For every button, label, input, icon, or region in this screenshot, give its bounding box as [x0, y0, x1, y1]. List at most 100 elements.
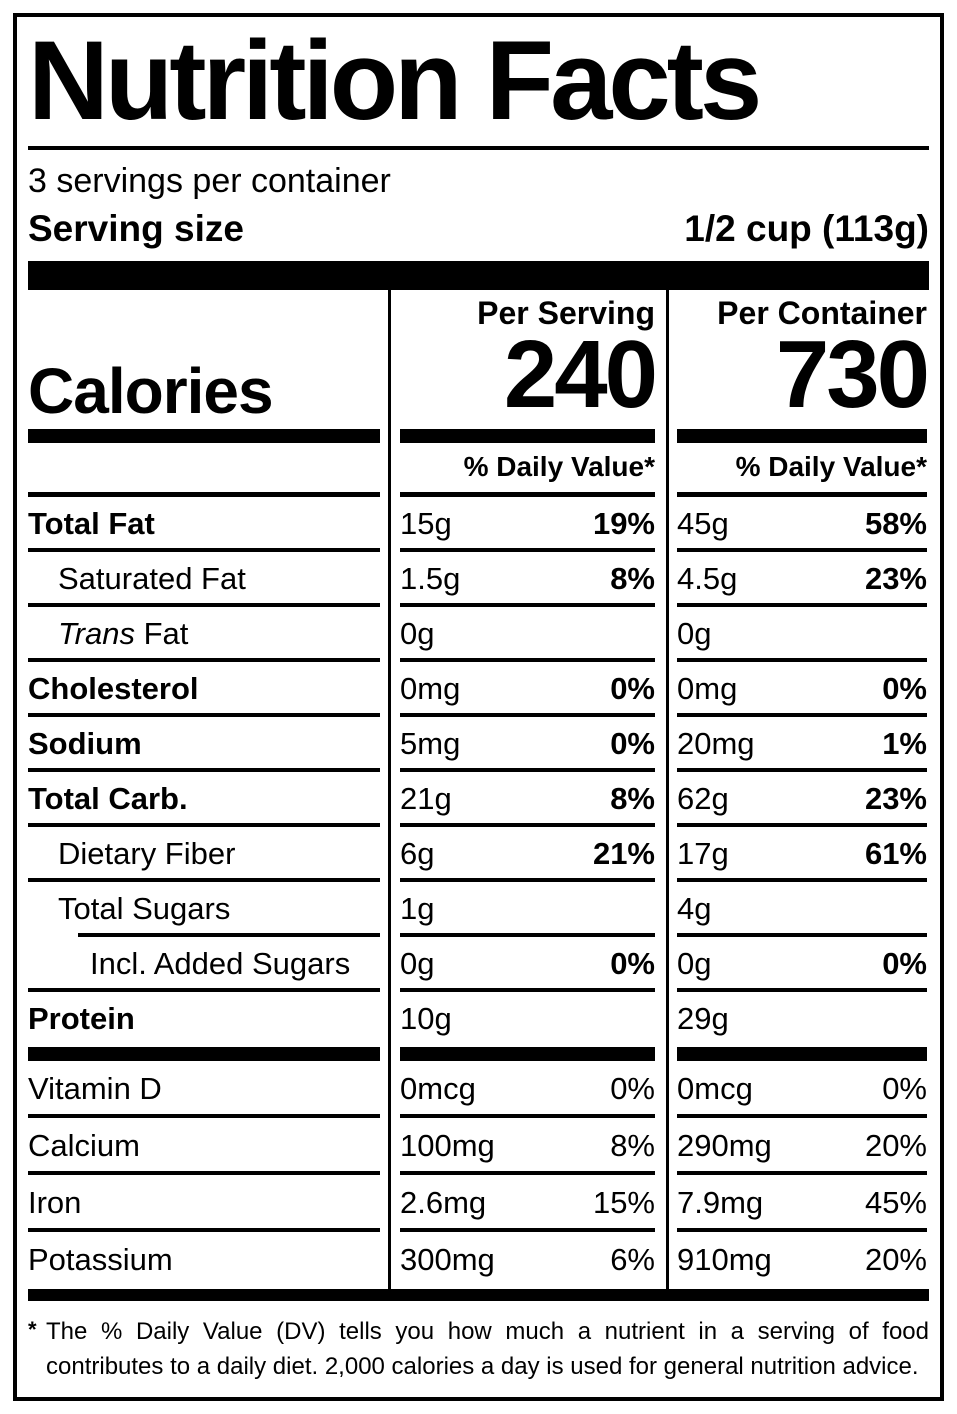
nutrient-label: Trans Fat [58, 616, 189, 652]
daily-value-header-container: % Daily Value* [735, 451, 927, 483]
separator-bar-thick [28, 260, 929, 290]
container-amount: 62g [677, 781, 729, 817]
row-rule [400, 1113, 655, 1118]
row-rule [28, 877, 380, 882]
calories-label: Calories [28, 355, 274, 428]
serving-amount: 15g [400, 506, 452, 542]
container-amount: 45g [677, 506, 729, 542]
row-rule [677, 822, 927, 827]
container-daily-value: 0% [882, 1071, 927, 1107]
container-daily-value: 61% [864, 836, 927, 872]
vitamin-label: Potassium [28, 1242, 173, 1278]
row-rule [677, 712, 927, 717]
serving-daily-value: 21% [592, 836, 655, 872]
container-amount: 7.9mg [677, 1185, 764, 1221]
row-rule [677, 1227, 927, 1232]
container-amount: 0mg [677, 671, 738, 707]
container-amount: 17g [677, 836, 729, 872]
serving-daily-value: 0% [610, 1071, 655, 1107]
vitamin-row-potassium: Potassium 300mg 6% 910mg 20% [28, 1231, 929, 1289]
calories-underline-bars [28, 428, 929, 443]
row-rule [78, 932, 380, 937]
calories-band: Calories Per Serving 240 Per Container 7… [28, 289, 930, 429]
row-rule [677, 1113, 927, 1118]
row-rule [677, 602, 927, 607]
row-rule [28, 767, 380, 772]
serving-amount: 0g [400, 946, 435, 982]
rule [28, 491, 380, 497]
row-rule [400, 1170, 655, 1175]
serving-daily-value: 6% [610, 1242, 655, 1278]
serving-daily-value: 8% [610, 1128, 655, 1164]
row-rule [400, 932, 655, 937]
nutrient-label: Total Fat [28, 506, 155, 542]
bar [677, 1046, 927, 1061]
nutrient-label: Incl. Added Sugars [90, 946, 351, 982]
row-rule [28, 822, 380, 827]
bar [400, 428, 655, 443]
row-rule [677, 657, 927, 662]
container-daily-value: 45% [864, 1185, 927, 1221]
container-daily-value: 0% [882, 946, 927, 982]
serving-amount: 300mg [400, 1242, 495, 1278]
nutrient-label: Total Sugars [58, 891, 231, 927]
nutrient-label: Cholesterol [28, 671, 199, 707]
vitamin-row-iron: Iron 2.6mg 15% 7.9mg 45% [28, 1174, 929, 1232]
nutrient-row-saturated-fat: Saturated Fat 1.5g 8% 4.5g 23% [28, 551, 929, 607]
serving-daily-value: 0% [610, 671, 655, 707]
serving-amount: 1.5g [400, 561, 461, 597]
row-rule [28, 1113, 380, 1118]
row-rule [400, 877, 655, 882]
row-rule [677, 932, 927, 937]
container-amount: 4.5g [677, 561, 738, 597]
vitamin-label: Vitamin D [28, 1071, 162, 1107]
bar [400, 1046, 655, 1061]
row-rule [28, 712, 380, 717]
serving-daily-value: 0% [610, 946, 655, 982]
vitamin-row-calcium: Calcium 100mg 8% 290mg 20% [28, 1117, 929, 1175]
rule-row [28, 491, 929, 497]
container-amount: 29g [677, 1001, 729, 1037]
row-rule [400, 547, 655, 552]
row-rule [400, 657, 655, 662]
container-daily-value: 23% [864, 561, 927, 597]
row-rule [677, 987, 927, 992]
serving-size-row: Serving size 1/2 cup (113g) [28, 208, 929, 251]
footnote-text: The % Daily Value (DV) tells you how muc… [46, 1317, 929, 1380]
container-amount: 0g [677, 616, 712, 652]
vitamin-row-vitamin-d: Vitamin D 0mcg 0% 0mcg 0% [28, 1060, 929, 1118]
vitamin-label: Iron [28, 1185, 82, 1221]
serving-daily-value: 8% [610, 561, 655, 597]
row-rule [677, 877, 927, 882]
row-rule [677, 1170, 927, 1175]
separator-bar-bottom [28, 1288, 929, 1301]
nutrient-row-dietary-fiber: Dietary Fiber 6g 21% 17g 61% [28, 826, 929, 882]
calories-per-container: 730 [775, 320, 930, 428]
container-amount: 290mg [677, 1128, 772, 1164]
serving-daily-value: 19% [592, 506, 655, 542]
serving-amount: 0mcg [400, 1071, 476, 1107]
nutrition-facts-label: Nutrition Facts 3 servings per container… [13, 13, 944, 1401]
serving-daily-value: 8% [610, 781, 655, 817]
serving-amount: 100mg [400, 1128, 495, 1164]
nutrient-label: Protein [28, 1001, 135, 1037]
serving-daily-value: 0% [610, 726, 655, 762]
container-amount: 910mg [677, 1242, 772, 1278]
row-rule [400, 987, 655, 992]
serving-amount: 0mg [400, 671, 461, 707]
daily-value-header-row: % Daily Value* % Daily Value* [28, 442, 929, 492]
serving-size-label: Serving size [28, 208, 244, 250]
container-daily-value: 23% [864, 781, 927, 817]
serving-amount: 2.6mg [400, 1185, 487, 1221]
row-rule [400, 822, 655, 827]
row-rule [400, 1227, 655, 1232]
calories-per-serving: 240 [503, 320, 658, 428]
row-rule [400, 602, 655, 607]
serving-amount: 0g [400, 616, 435, 652]
vitamin-label: Calcium [28, 1128, 140, 1164]
row-rule [28, 602, 380, 607]
container-daily-value: 20% [864, 1242, 927, 1278]
container-amount: 0mcg [677, 1071, 753, 1107]
row-rule [28, 547, 380, 552]
rule [677, 491, 927, 497]
